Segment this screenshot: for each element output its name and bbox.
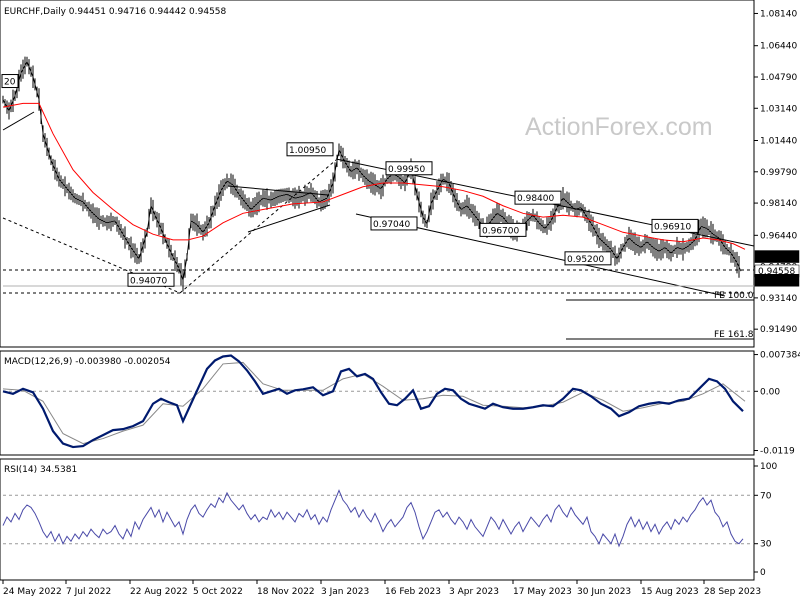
price-label: 0.95200: [567, 255, 604, 265]
rsi-panel[interactable]: [0, 458, 755, 581]
x-tick-label: 24 May 2022: [3, 587, 62, 597]
axis-price-tag: [754, 250, 800, 263]
axis-price-tag-label: 0.94558: [758, 267, 795, 277]
price-label-box: [286, 142, 334, 157]
x-tick-label: 18 Nov 2022: [257, 587, 315, 597]
y-tick-label: 0.98140: [760, 199, 797, 209]
price-label: 0.98400: [517, 194, 554, 204]
support-trendline-dashed: [2, 217, 181, 294]
y-tick-label: 1.08140: [760, 9, 797, 19]
y-tick-label: 0.91490: [760, 325, 797, 335]
axis-price-tag-label: 0.95320: [758, 253, 795, 263]
price-label: 1.00950: [289, 146, 326, 156]
price-label-box: [1, 74, 19, 89]
price-line: [2, 60, 742, 281]
price-label-box: [385, 161, 433, 176]
y-tick-label: 0.99790: [760, 168, 797, 178]
fe-label: FE 161.8: [714, 330, 754, 340]
moving-average-line: [2, 102, 746, 250]
x-tick-label: 28 Sep 2023: [704, 587, 761, 597]
axis-price-tag: [754, 274, 800, 287]
price-label: 20: [4, 78, 16, 88]
macd-y-tick-label: 0.007384: [760, 351, 800, 361]
triangle-lower-line: [247, 204, 331, 233]
rsi-y-tick-label: 0: [760, 568, 766, 578]
y-tick-label: 1.06440: [760, 42, 797, 52]
y-tick-label: 1.04790: [760, 73, 797, 83]
rsi-title: RSI(14) 34.5381: [4, 465, 77, 475]
watermark: ActionForex.com: [525, 113, 713, 141]
macd-y-tick-label: 0.00: [760, 387, 780, 397]
y-tick-label: 1.01440: [760, 137, 797, 147]
y-tick-label: 0.93140: [760, 294, 797, 304]
axis-price-tag-label: 0.94070: [758, 276, 795, 286]
price-label: 0.96910: [654, 222, 691, 232]
rsi-y-tick-label: 30: [760, 540, 772, 550]
x-tick-label: 22 Aug 2022: [130, 587, 188, 597]
macd-title: MACD(12,26,9) -0.003980 -0.002054: [4, 357, 171, 367]
price-label-box: [479, 222, 527, 237]
x-tick-label: 17 May 2023: [513, 587, 572, 597]
price-label: 0.99950: [388, 165, 425, 175]
rsi-y-tick-label: 70: [760, 491, 772, 501]
y-tick-label: 1.03140: [760, 104, 797, 114]
y-tick-label: 0.96440: [760, 231, 797, 241]
x-tick-label: 5 Oct 2022: [193, 587, 243, 597]
x-tick-label: 3 Jan 2023: [321, 587, 369, 597]
rising-trendline-dashed: [179, 159, 337, 294]
early-channel-line: [2, 111, 35, 131]
price-label: 0.96700: [482, 226, 519, 236]
macd-y-tick-label: -0.0119: [760, 447, 795, 457]
main-title: EURCHF,Daily 0.94451 0.94716 0.94442 0.9…: [4, 7, 227, 17]
price-label: 0.97040: [373, 220, 410, 230]
x-tick-label: 15 Aug 2023: [641, 587, 699, 597]
macd-panel[interactable]: [0, 350, 755, 456]
price-label-box: [127, 272, 175, 287]
main-panel[interactable]: [0, 0, 755, 348]
price-label-box: [651, 218, 699, 233]
rsi-line: [2, 489, 744, 548]
price-label-box: [564, 251, 612, 266]
x-tick-label: 30 Jun 2023: [577, 587, 631, 597]
price-label: 0.94070: [130, 276, 167, 286]
fe-label: FE 100.0: [714, 291, 754, 301]
price-label-box: [514, 190, 562, 205]
price-label-box: [370, 216, 418, 231]
rsi-y-tick-label: 100: [760, 462, 777, 472]
macd-series-macd: [2, 354, 744, 449]
x-tick-label: 7 Jul 2022: [66, 587, 111, 597]
x-tick-label: 3 Apr 2023: [449, 587, 499, 597]
x-tick-label: 16 Feb 2023: [385, 587, 441, 597]
